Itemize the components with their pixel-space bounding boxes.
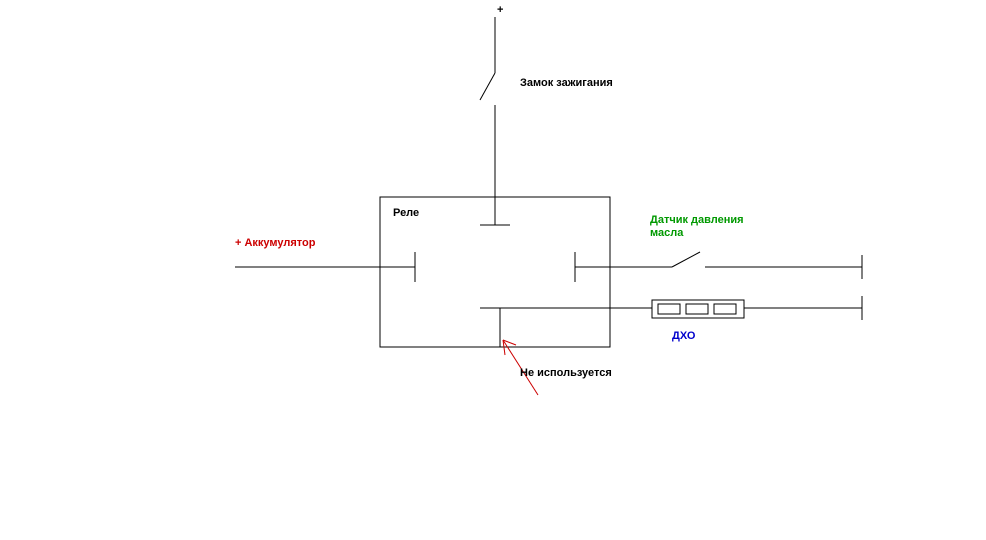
label-oil-2: масла <box>650 227 683 239</box>
label-relay: Реле <box>393 207 419 219</box>
label-unused: Не используется <box>520 367 612 379</box>
ignition-switch-blade <box>480 73 495 100</box>
drl-box <box>652 300 744 318</box>
drl-led-1 <box>658 304 680 314</box>
label-ignition: Замок зажигания <box>520 77 613 89</box>
label-drl: ДХО <box>672 330 695 342</box>
schematic-svg <box>0 0 986 540</box>
label-oil-1: Датчик давления <box>650 214 744 226</box>
drl-led-3 <box>714 304 736 314</box>
oil-switch-blade <box>672 252 700 267</box>
label-battery: + Аккумулятор <box>235 237 315 249</box>
drl-led-2 <box>686 304 708 314</box>
label-plus: + <box>497 4 503 16</box>
